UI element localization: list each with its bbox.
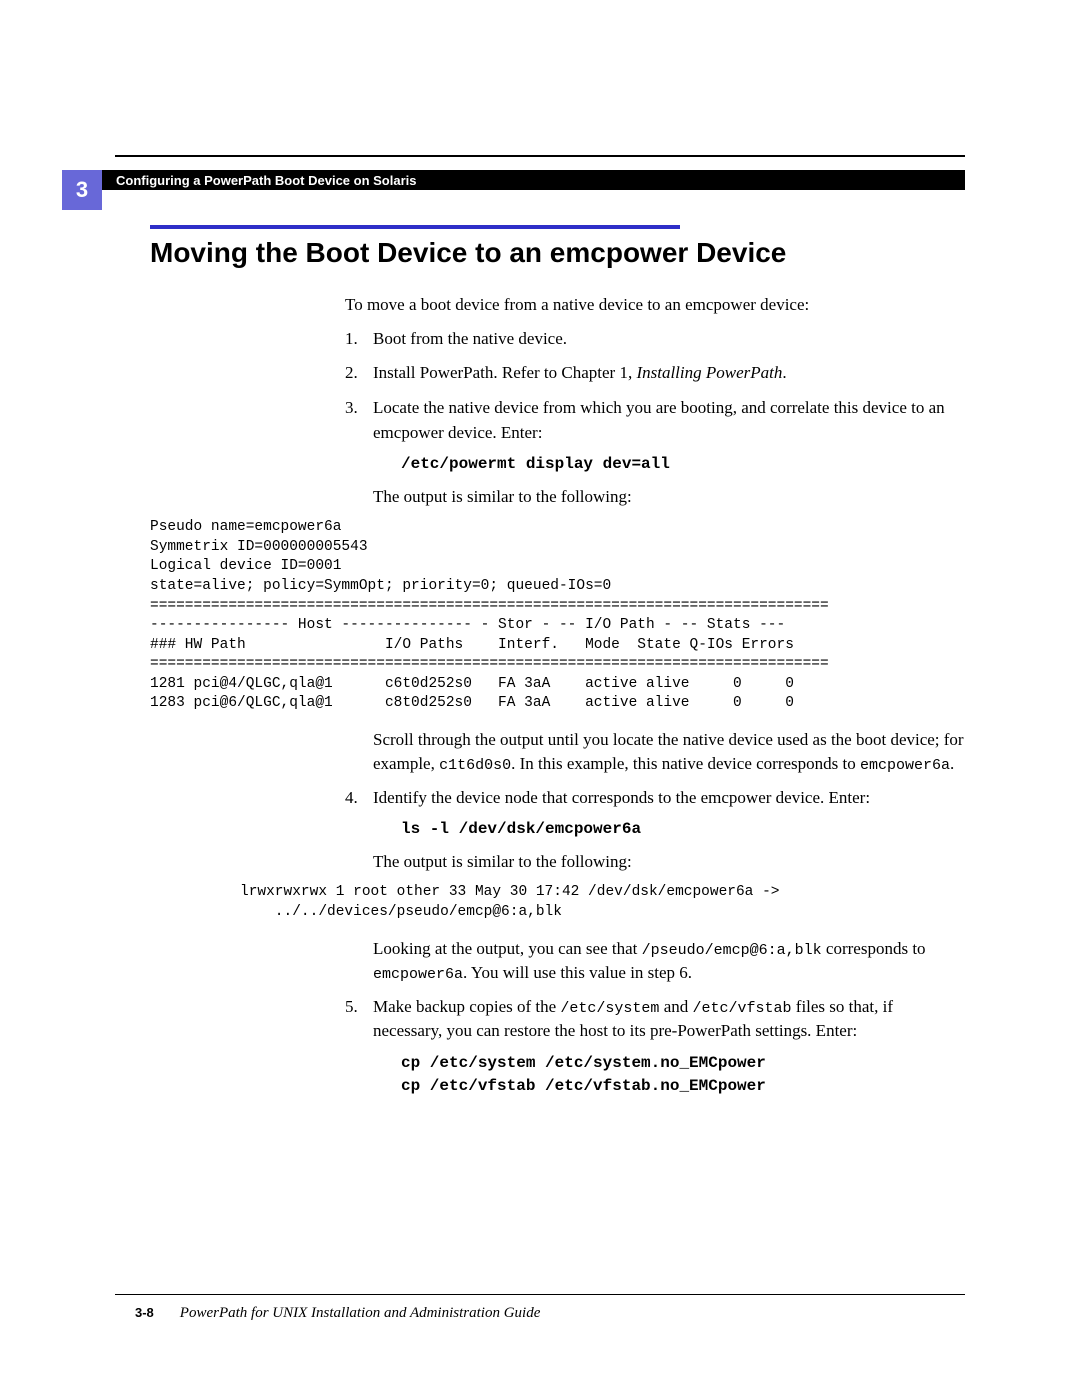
page-footer: 3-8 PowerPath for UNIX Installation and … bbox=[115, 1294, 965, 1322]
step-3-command: /etc/powermt display dev=all bbox=[401, 453, 965, 476]
step-4-text: Identify the device node that correspond… bbox=[373, 788, 870, 807]
step-2-ref: Installing PowerPath bbox=[636, 363, 782, 382]
step-5-file2: /etc/vfstab bbox=[693, 1000, 792, 1017]
page-number: 3-8 bbox=[135, 1305, 154, 1320]
intro-paragraph: To move a boot device from a native devi… bbox=[345, 293, 965, 317]
page-content: Moving the Boot Device to an emcpower De… bbox=[150, 225, 965, 1108]
section-title-rule bbox=[150, 225, 680, 229]
section-title: Moving the Boot Device to an emcpower De… bbox=[150, 237, 965, 269]
step-3-text: Locate the native device from which you … bbox=[373, 398, 945, 442]
ls-output: lrwxrwxrwx 1 root other 33 May 30 17:42 … bbox=[240, 883, 965, 922]
running-header-text: Configuring a PowerPath Boot Device on S… bbox=[116, 173, 417, 188]
scroll-note-e: . bbox=[950, 754, 954, 773]
document-title: PowerPath for UNIX Installation and Admi… bbox=[180, 1305, 541, 1322]
scroll-note: Scroll through the output until you loca… bbox=[373, 728, 965, 776]
body-block-2: Scroll through the output until you loca… bbox=[345, 728, 965, 873]
step-4: Identify the device node that correspond… bbox=[345, 786, 965, 874]
lookout-e: . You will use this value in step 6. bbox=[463, 963, 692, 982]
lookout-dev: emcpower6a bbox=[373, 966, 463, 983]
lookout-c: corresponds to bbox=[822, 939, 926, 958]
footer-row: 3-8 PowerPath for UNIX Installation and … bbox=[115, 1305, 965, 1322]
running-header: Configuring a PowerPath Boot Device on S… bbox=[102, 170, 965, 190]
step-3-output-intro: The output is similar to the following: bbox=[373, 485, 965, 509]
step-2-text-a: Install PowerPath. Refer to Chapter 1, bbox=[373, 363, 636, 382]
powermt-output: Pseudo name=emcpower6a Symmetrix ID=0000… bbox=[150, 518, 965, 714]
step-4-command: ls -l /dev/dsk/emcpower6a bbox=[401, 818, 965, 841]
step-1: Boot from the native device. bbox=[345, 327, 965, 352]
step-5-command: cp /etc/system /etc/system.no_EMCpower c… bbox=[401, 1052, 965, 1098]
procedure-list-cont2: Make backup copies of the /etc/system an… bbox=[345, 995, 965, 1099]
footer-rule bbox=[115, 1294, 965, 1295]
scroll-note-device1: c1t6d0s0 bbox=[439, 757, 511, 774]
body-block-3: Looking at the output, you can see that … bbox=[345, 937, 965, 1099]
scroll-note-c: . In this example, this native device co… bbox=[511, 754, 860, 773]
lookout-path: /pseudo/emcp@6:a,blk bbox=[642, 942, 822, 959]
step-2: Install PowerPath. Refer to Chapter 1, I… bbox=[345, 361, 965, 386]
scroll-note-device2: emcpower6a bbox=[860, 757, 950, 774]
step-3: Locate the native device from which you … bbox=[345, 396, 965, 508]
procedure-list-cont: Identify the device node that correspond… bbox=[345, 786, 965, 874]
procedure-list: Boot from the native device. Install Pow… bbox=[345, 327, 965, 509]
step-4-output-intro: The output is similar to the following: bbox=[373, 850, 965, 874]
step-5: Make backup copies of the /etc/system an… bbox=[345, 995, 965, 1099]
step-5-c: and bbox=[659, 997, 692, 1016]
lookout-a: Looking at the output, you can see that bbox=[373, 939, 642, 958]
chapter-number-badge: 3 bbox=[62, 170, 102, 210]
top-horizontal-rule bbox=[115, 155, 965, 157]
body-block-1: To move a boot device from a native devi… bbox=[345, 293, 965, 508]
lookout-note: Looking at the output, you can see that … bbox=[373, 937, 965, 985]
step-2-text-c: . bbox=[782, 363, 786, 382]
step-5-file1: /etc/system bbox=[560, 1000, 659, 1017]
step-5-a: Make backup copies of the bbox=[373, 997, 560, 1016]
